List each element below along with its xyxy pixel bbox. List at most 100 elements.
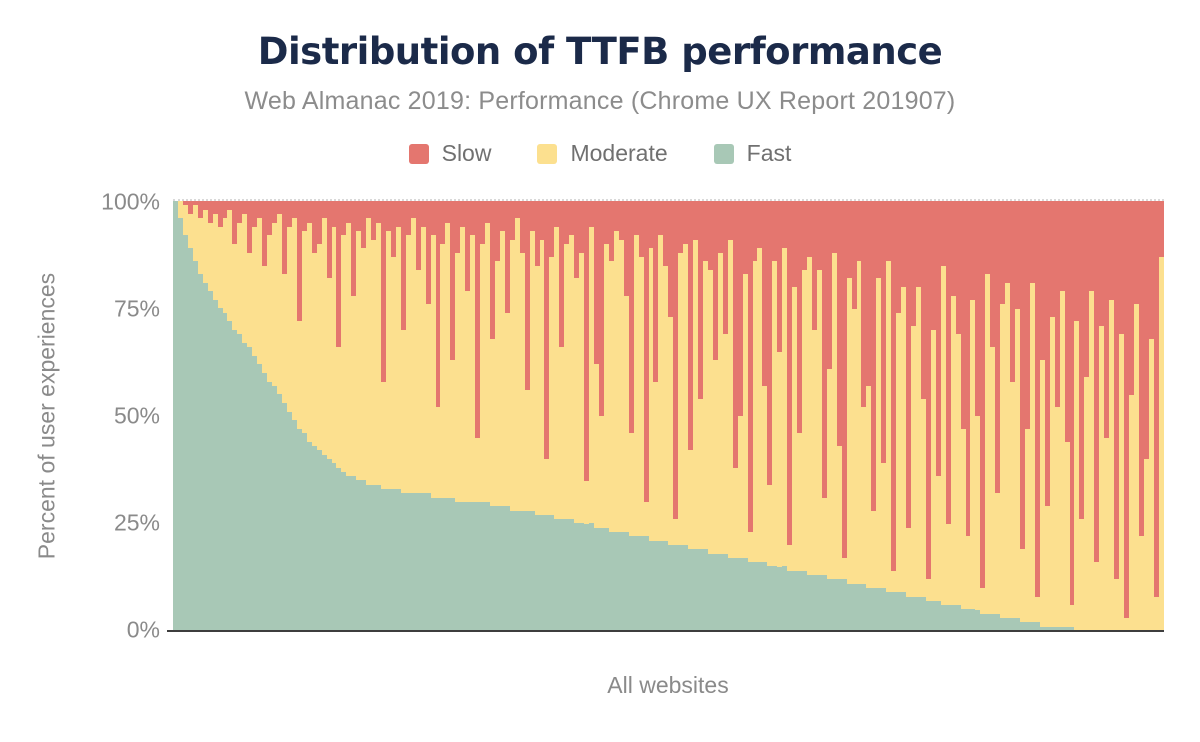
bar-segment-fast xyxy=(425,493,431,631)
bar-column xyxy=(1099,201,1105,631)
bar-column xyxy=(326,201,332,631)
bar-column xyxy=(618,201,624,631)
bar-column xyxy=(499,201,505,631)
bar-column xyxy=(980,201,986,631)
bar-segment-fast xyxy=(594,527,599,631)
bar-segment-slow xyxy=(1000,201,1006,305)
bar-segment-fast xyxy=(613,532,619,631)
bar-segment-moderate xyxy=(990,347,996,614)
bar-segment-fast xyxy=(480,502,486,631)
bar-segment-slow xyxy=(1124,201,1129,619)
chart-subtitle: Web Almanac 2019: Performance (Chrome UX… xyxy=(244,87,956,115)
bar-segment-moderate xyxy=(1109,299,1115,631)
bar-segment-moderate xyxy=(544,459,550,515)
bar-segment-slow xyxy=(896,201,902,313)
bar-segment-moderate xyxy=(1104,437,1110,631)
bar-segment-slow xyxy=(891,201,897,571)
bar-column xyxy=(826,201,832,631)
bar-segment-slow xyxy=(420,201,426,227)
bar-segment-fast xyxy=(465,501,471,631)
bar-segment-fast xyxy=(985,613,991,631)
bar-segment-fast xyxy=(529,510,535,631)
bar-segment-fast xyxy=(202,282,208,631)
bar-segment-moderate xyxy=(331,226,337,464)
bar-column xyxy=(559,201,565,631)
bar-segment-moderate xyxy=(1049,317,1055,627)
bar-segment-slow xyxy=(1153,201,1159,597)
bar-segment-fast xyxy=(955,605,961,631)
bar-segment-slow xyxy=(1114,201,1120,580)
bar-segment-moderate xyxy=(524,390,530,511)
bar-column xyxy=(702,201,708,631)
bar-segment-moderate xyxy=(1005,282,1011,619)
bar-segment-fast xyxy=(861,583,867,631)
bar-column xyxy=(192,201,198,631)
bar-segment-slow xyxy=(782,201,788,249)
x-axis-label: All websites xyxy=(607,672,729,698)
bar-segment-moderate xyxy=(712,360,718,554)
bar-segment-slow xyxy=(381,201,386,382)
bar-segment-fast xyxy=(494,506,500,631)
bar-segment-moderate xyxy=(906,527,912,597)
bar-segment-moderate xyxy=(856,261,862,584)
bar-segment-slow xyxy=(698,201,703,399)
bar-column xyxy=(485,201,490,631)
bar-column xyxy=(1128,201,1134,631)
bar-column xyxy=(331,201,337,631)
bar-segment-fast xyxy=(187,248,193,631)
bar-segment-moderate xyxy=(920,398,926,597)
bar-segment-fast xyxy=(975,609,981,631)
bar-segment-moderate xyxy=(1039,360,1045,627)
bar-column xyxy=(1000,201,1006,631)
bar-segment-moderate xyxy=(480,244,486,502)
bar-column xyxy=(841,201,847,631)
bar-segment-moderate xyxy=(197,218,203,275)
bar-segment-slow xyxy=(727,201,733,240)
bar-segment-slow xyxy=(653,201,659,382)
bar-segment-slow xyxy=(633,201,639,236)
y-tick-100: 100% xyxy=(101,188,160,215)
bar-segment-moderate xyxy=(499,231,505,507)
bar-segment-moderate xyxy=(1094,562,1100,631)
bar-column xyxy=(1089,201,1095,631)
bar-column xyxy=(1049,201,1055,631)
bar-segment-moderate xyxy=(301,231,307,434)
bar-segment-moderate xyxy=(455,252,461,502)
bar-segment-moderate xyxy=(742,274,748,558)
bar-segment-moderate xyxy=(811,330,817,576)
bar-segment-slow xyxy=(965,201,971,537)
bar-segment-moderate xyxy=(623,295,629,533)
bar-segment-slow xyxy=(1119,201,1124,335)
bar-segment-moderate xyxy=(1114,579,1120,631)
bar-segment-moderate xyxy=(1099,325,1105,631)
bar-segment-fast xyxy=(212,299,218,631)
bar-segment-slow xyxy=(990,201,996,348)
bar-segment-fast xyxy=(618,532,624,631)
bar-column xyxy=(1114,201,1120,631)
bar-segment-fast xyxy=(306,441,312,631)
bar-segment-fast xyxy=(603,527,609,631)
bar-segment-slow xyxy=(395,201,401,227)
bar-segment-slow xyxy=(455,201,461,253)
legend-item-slow: Slow xyxy=(408,140,491,167)
legend-item-moderate: Moderate xyxy=(537,140,668,167)
bar-segment-moderate xyxy=(891,570,897,593)
bar-column xyxy=(277,201,282,631)
bar-column xyxy=(415,201,421,631)
bar-segment-moderate xyxy=(445,222,451,498)
bar-segment-moderate xyxy=(272,222,278,386)
bar-segment-moderate xyxy=(232,244,238,330)
bar-column xyxy=(376,201,382,631)
bar-segment-fast xyxy=(549,514,555,631)
bar-segment-fast xyxy=(826,579,832,631)
bar-segment-slow xyxy=(306,201,312,223)
bar-segment-moderate xyxy=(425,304,431,494)
bar-segment-fast xyxy=(1069,626,1075,631)
bar-column xyxy=(356,201,362,631)
legend: Slow Moderate Fast xyxy=(0,140,1200,167)
bar-segment-moderate xyxy=(608,261,614,533)
bar-column xyxy=(836,201,842,631)
bar-segment-moderate xyxy=(529,231,535,511)
bar-segment-fast xyxy=(227,321,233,631)
bar-segment-fast xyxy=(821,575,827,631)
